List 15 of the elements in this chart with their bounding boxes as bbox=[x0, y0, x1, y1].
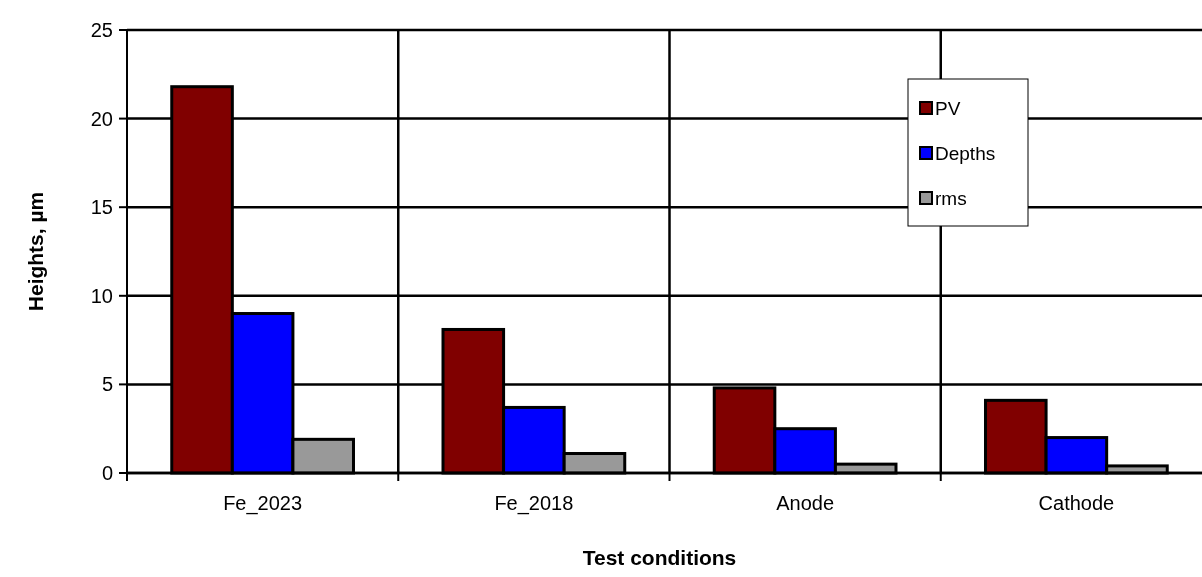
y-tick-label: 15 bbox=[90, 196, 113, 219]
y-tick-label: 0 bbox=[101, 462, 113, 484]
y-tick-label: 20 bbox=[90, 107, 113, 130]
legend-label: Depths bbox=[935, 142, 996, 164]
x-tick-label: Anode bbox=[776, 492, 835, 514]
y-tick-label: 10 bbox=[90, 284, 113, 307]
x-tick-label: Fe_2023 bbox=[223, 492, 303, 515]
legend-label: PV bbox=[935, 97, 961, 119]
legend-label: rms bbox=[935, 187, 967, 209]
x-axis-title: Test conditions bbox=[582, 546, 737, 569]
x-tick-label: Cathode bbox=[1038, 492, 1115, 514]
y-tick-label: 25 bbox=[90, 19, 113, 41]
y-axis-title: Heights, µm bbox=[24, 191, 47, 312]
x-tick-label: Fe_2018 bbox=[494, 492, 574, 515]
y-tick-label: 5 bbox=[101, 373, 113, 396]
